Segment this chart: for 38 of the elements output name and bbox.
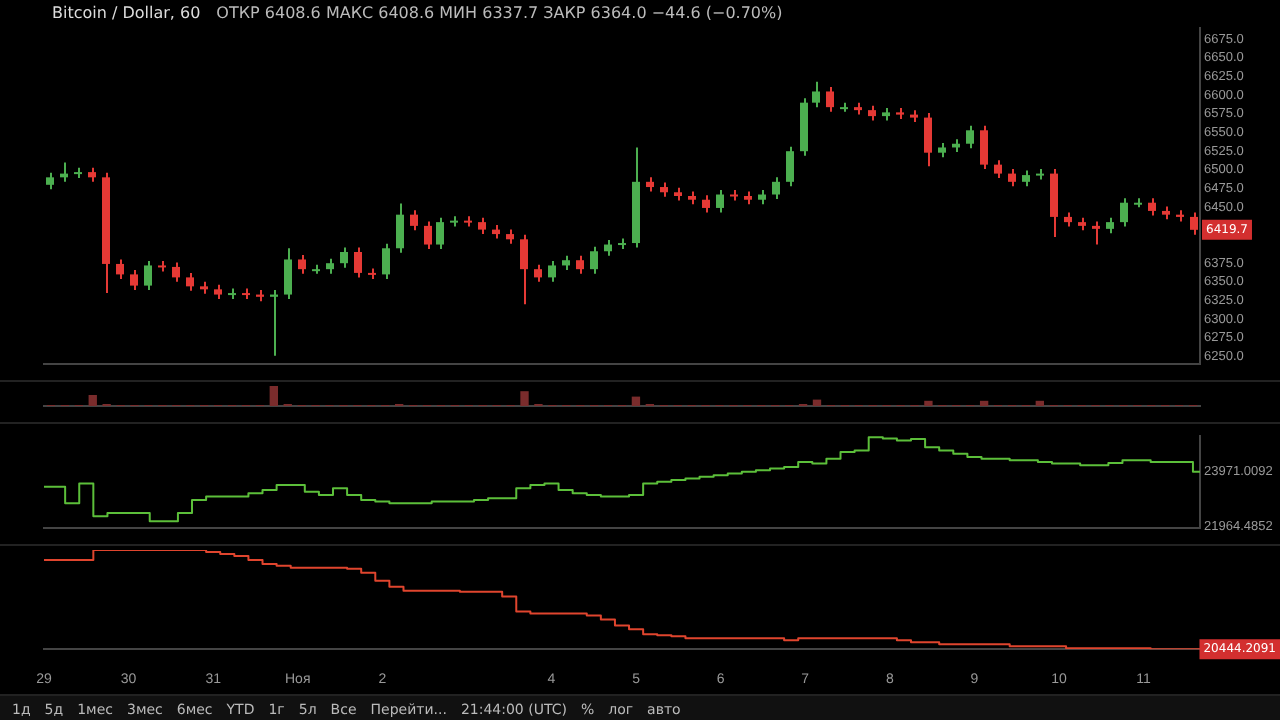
candlestick — [590, 245, 598, 275]
candlestick — [424, 220, 432, 251]
candlestick — [716, 189, 724, 214]
candlestick — [354, 246, 362, 279]
candlestick — [980, 124, 988, 171]
bar — [979, 400, 989, 406]
candlestick — [298, 253, 306, 275]
bar — [520, 391, 529, 406]
candlestick — [382, 242, 390, 280]
chart-subtitle: ОТКР 6408.6 МАКС 6408.6 МИН 6337.7 ЗАКР 6364.0 −44.6 (−0.70%) — [216, 4, 783, 22]
candlestick — [826, 85, 834, 113]
candlestick — [144, 259, 152, 292]
chart-title: Bitcoin / Dollar, 60 — [52, 4, 201, 22]
candlestick — [520, 233, 528, 306]
candlestick — [116, 258, 124, 280]
candlestick — [396, 202, 404, 254]
bar — [812, 399, 822, 406]
candlestick — [1120, 197, 1128, 228]
candlestick — [1190, 211, 1198, 236]
candlestick — [786, 145, 794, 188]
candlestick — [1050, 168, 1058, 239]
bar — [88, 395, 97, 406]
candlestick — [284, 247, 292, 301]
candlestick — [130, 268, 138, 292]
candlestick — [436, 216, 444, 251]
candlestick — [410, 209, 418, 232]
candlestick — [1092, 220, 1100, 246]
candlestick — [812, 80, 820, 109]
bar — [631, 396, 641, 406]
candlestick — [172, 261, 180, 283]
candlestick — [772, 176, 780, 200]
candlestick — [340, 246, 348, 269]
candlestick — [924, 112, 932, 168]
bar — [269, 386, 278, 406]
bar — [924, 400, 933, 406]
candlestick — [966, 124, 974, 150]
bar — [1035, 400, 1045, 406]
candlestick — [548, 259, 556, 283]
